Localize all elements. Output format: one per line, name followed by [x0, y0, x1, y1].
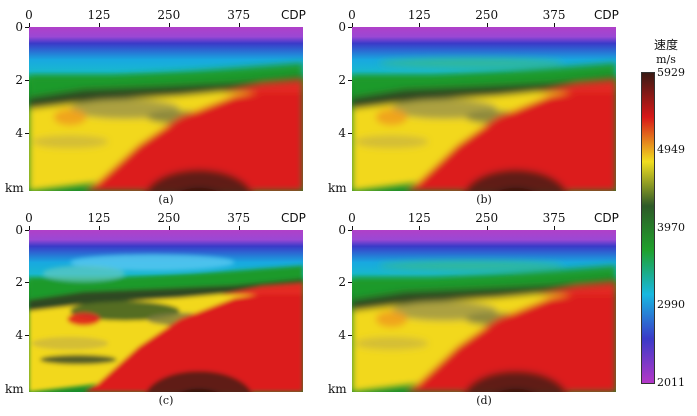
x-tick-label: 250 [475, 8, 499, 22]
y-tick-label: 2 [338, 72, 346, 87]
y-tick-mark [25, 79, 29, 81]
y-tick-mark [348, 132, 352, 134]
y-tick-label: 0 [338, 20, 346, 34]
x-tick-label: 250 [475, 211, 499, 225]
y-tick-mark [348, 230, 352, 231]
x-tick-mark [352, 23, 353, 27]
colorbar-unit: m/s [656, 53, 676, 66]
x-tick-label: 375 [542, 8, 566, 22]
x-tick-mark [352, 226, 353, 230]
x-tick-label: 0 [348, 211, 356, 225]
y-tick-label: 4 [15, 327, 23, 342]
panel-caption: (a) [158, 193, 174, 206]
x-axis-label: CDP [281, 211, 306, 225]
x-tick-mark [98, 23, 100, 27]
y-tick-label: 2 [338, 275, 346, 290]
y-tick-mark [348, 282, 352, 284]
y-tick-label: 0 [15, 20, 23, 34]
velocity-section-d [352, 230, 616, 392]
panel-caption: (d) [476, 394, 492, 407]
x-tick-mark [29, 226, 30, 230]
x-tick-mark [168, 226, 170, 230]
x-axis-label: CDP [594, 211, 619, 225]
y-tick-label: 2 [15, 275, 23, 290]
x-tick-mark [168, 23, 170, 27]
x-tick-mark [486, 226, 488, 230]
x-tick-label: 125 [87, 8, 111, 22]
x-axis-label: CDP [594, 8, 619, 22]
colorbar-tick-3: 3970 [657, 221, 685, 234]
velocity-section-c [29, 230, 303, 392]
y-tick-mark [348, 27, 352, 28]
colorbar-tick-2: 4949 [657, 143, 685, 156]
x-tick-mark [29, 23, 30, 27]
velocity-section-a [29, 27, 303, 191]
y-tick-label: 4 [338, 327, 346, 342]
x-tick-label: 250 [157, 211, 181, 225]
x-axis-label: CDP [281, 8, 306, 22]
x-tick-mark [419, 226, 421, 230]
y-tick-mark [348, 79, 352, 81]
x-tick-mark [238, 23, 240, 27]
colorbar-title: 速度 [653, 38, 678, 52]
y-tick-mark [25, 132, 29, 134]
x-tick-label: 0 [25, 8, 33, 22]
x-tick-mark [98, 226, 100, 230]
x-tick-label: 125 [87, 211, 111, 225]
y-tick-label: 0 [338, 223, 346, 237]
x-tick-label: 0 [25, 211, 33, 225]
y-tick-mark [25, 334, 29, 336]
x-tick-mark [554, 23, 556, 27]
x-tick-label: 375 [227, 8, 251, 22]
colorbar-tick-min: 2011 [657, 376, 685, 389]
colorbar-tick-max: 5929 [657, 66, 685, 79]
x-tick-label: 375 [542, 211, 566, 225]
x-tick-mark [238, 226, 240, 230]
x-tick-label: 0 [348, 8, 356, 22]
y-axis-label: km [328, 181, 347, 195]
colorbar-tick-4: 2990 [657, 298, 685, 311]
x-tick-label: 250 [157, 8, 181, 22]
y-tick-label: 4 [338, 125, 346, 140]
y-tick-mark [25, 27, 29, 28]
y-axis-label: km [328, 382, 347, 396]
x-tick-label: 125 [407, 8, 431, 22]
velocity-section-b [352, 27, 616, 191]
x-tick-mark [486, 23, 488, 27]
x-tick-mark [554, 226, 556, 230]
panel-caption: (c) [158, 394, 174, 407]
y-tick-label: 4 [15, 125, 23, 140]
y-tick-mark [25, 282, 29, 284]
y-tick-mark [348, 334, 352, 336]
x-tick-label: 125 [407, 211, 431, 225]
x-tick-label: 375 [227, 211, 251, 225]
y-tick-mark [25, 230, 29, 231]
y-tick-label: 0 [15, 223, 23, 237]
x-tick-mark [419, 23, 421, 27]
y-axis-label: km [5, 181, 24, 195]
y-tick-label: 2 [15, 72, 23, 87]
panel-caption: (b) [476, 193, 492, 206]
y-axis-label: km [5, 382, 24, 396]
colorbar-gradient [641, 72, 655, 384]
